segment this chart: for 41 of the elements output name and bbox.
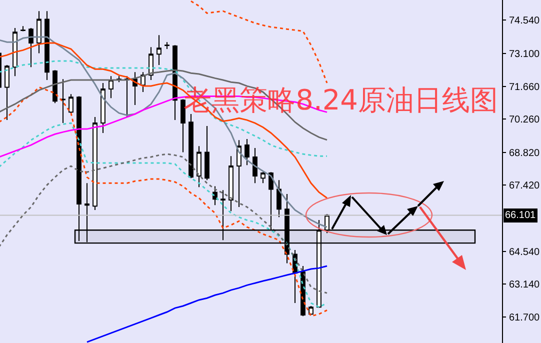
candlestick — [92, 116, 98, 211]
y-tick-label: 73.100 — [509, 48, 540, 60]
candlestick — [124, 76, 130, 118]
candlestick — [68, 94, 74, 114]
candlestick — [60, 78, 66, 124]
candlestick — [100, 82, 106, 134]
line-series — [86, 265, 328, 343]
candlestick — [156, 34, 162, 66]
y-tick-label: 74.540 — [509, 16, 540, 27]
ref-line-label: 66.101 — [505, 210, 536, 221]
candlestick — [20, 26, 26, 32]
candlestick — [308, 305, 314, 315]
candlestick — [236, 140, 242, 208]
y-tick-label: 68.820 — [509, 148, 540, 159]
candlestick — [252, 148, 258, 184]
candlestick — [204, 126, 210, 181]
candlestick — [44, 10, 50, 81]
candlestick — [36, 10, 42, 54]
line-series — [0, 153, 328, 294]
candlestick — [52, 70, 58, 104]
candlestick — [244, 138, 250, 166]
candlestick — [276, 180, 282, 218]
candlestick — [180, 98, 186, 153]
candlestick — [164, 42, 170, 50]
candlestick — [196, 146, 202, 188]
candlestick — [12, 27, 18, 77]
y-tick-label: 63.140 — [509, 279, 540, 290]
candlestick — [28, 27, 34, 68]
candlestick — [108, 76, 114, 99]
y-tick-label: 71.660 — [509, 82, 540, 94]
line-series — [190, 0, 328, 84]
candlestick — [4, 64, 10, 121]
candlestick — [148, 46, 154, 81]
y-tick-label: 67.420 — [509, 180, 540, 192]
y-tick-label: 70.260 — [509, 114, 540, 126]
candlestick — [212, 186, 218, 206]
y-tick-label: 64.540 — [509, 246, 540, 258]
candlestick — [260, 172, 266, 184]
candlestick — [228, 156, 234, 212]
y-tick-label: 61.700 — [509, 312, 540, 324]
candlestick — [188, 114, 194, 179]
